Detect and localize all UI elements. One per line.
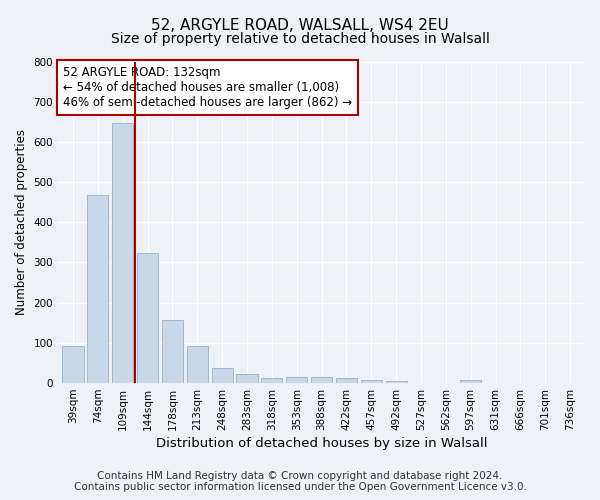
Bar	[336, 378, 357, 383]
Bar	[162, 320, 183, 383]
Text: Contains HM Land Registry data © Crown copyright and database right 2024.
Contai: Contains HM Land Registry data © Crown c…	[74, 471, 526, 492]
Text: 52 ARGYLE ROAD: 132sqm
← 54% of detached houses are smaller (1,008)
46% of semi-: 52 ARGYLE ROAD: 132sqm ← 54% of detached…	[64, 66, 352, 110]
Bar	[286, 377, 307, 383]
Bar	[236, 374, 257, 383]
Bar	[261, 378, 283, 383]
Bar	[137, 253, 158, 383]
Bar	[311, 377, 332, 383]
X-axis label: Distribution of detached houses by size in Walsall: Distribution of detached houses by size …	[156, 437, 487, 450]
Text: 52, ARGYLE ROAD, WALSALL, WS4 2EU: 52, ARGYLE ROAD, WALSALL, WS4 2EU	[151, 18, 449, 32]
Y-axis label: Number of detached properties: Number of detached properties	[15, 130, 28, 316]
Bar	[62, 346, 83, 383]
Bar	[187, 346, 208, 383]
Bar	[212, 368, 233, 383]
Text: Size of property relative to detached houses in Walsall: Size of property relative to detached ho…	[110, 32, 490, 46]
Bar	[112, 122, 133, 383]
Bar	[361, 380, 382, 383]
Bar	[460, 380, 481, 383]
Bar	[87, 195, 109, 383]
Bar	[386, 381, 407, 383]
